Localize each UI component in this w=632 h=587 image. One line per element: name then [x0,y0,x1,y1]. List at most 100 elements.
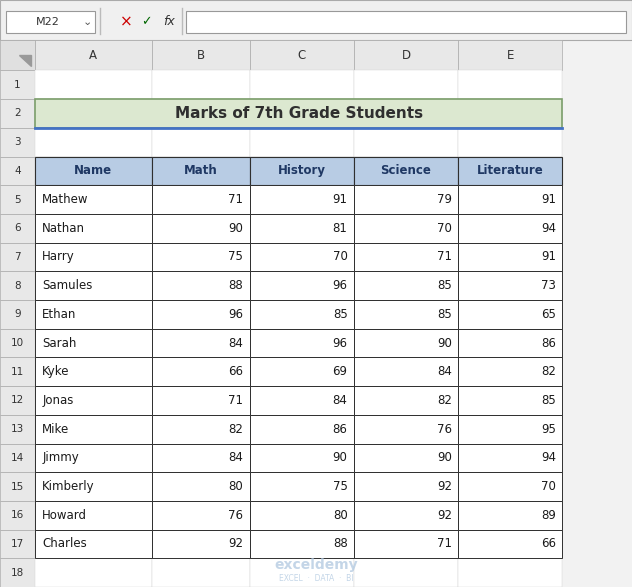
Bar [354,271,458,300]
Text: 84: 84 [332,394,348,407]
Bar [35,128,152,157]
Bar [152,128,250,157]
Bar [35,386,152,415]
Bar [35,357,152,386]
Bar [35,99,152,128]
Bar [152,40,250,70]
Text: 75: 75 [228,251,243,264]
Text: ⌄: ⌄ [83,16,92,27]
Bar [458,415,562,444]
Bar [354,357,458,386]
Bar [458,271,562,300]
Bar [458,329,562,357]
Bar [250,472,354,501]
Bar [354,242,458,271]
Bar [250,242,354,271]
Bar [458,501,562,529]
Bar [354,472,458,501]
Text: 85: 85 [333,308,348,321]
Text: 84: 84 [437,365,452,378]
Bar [250,501,354,529]
Polygon shape [19,55,30,66]
Text: 95: 95 [541,423,556,436]
Text: 92: 92 [437,509,452,522]
Bar [354,99,458,128]
Bar [152,214,250,242]
Bar [35,558,152,587]
Bar [458,300,562,329]
Text: History: History [278,164,325,177]
Bar [35,415,152,444]
Bar [152,472,250,501]
Bar [35,214,152,242]
Bar [250,357,354,386]
Bar [354,444,458,472]
Bar [152,300,250,329]
Bar [35,271,152,300]
Bar [35,185,152,214]
Bar [250,300,354,329]
Bar [0,472,35,501]
Bar [458,157,562,185]
Bar [354,40,458,70]
Text: 91: 91 [541,251,556,264]
Bar [250,415,354,444]
Bar [458,329,562,357]
Text: 73: 73 [541,279,556,292]
Bar [250,300,354,329]
Bar [0,444,35,472]
Bar [250,157,354,185]
Text: 71: 71 [228,193,243,206]
Bar [250,99,354,128]
Text: Literature: Literature [477,164,544,177]
Bar [354,501,458,529]
Bar [354,185,458,214]
FancyBboxPatch shape [6,11,95,33]
Bar [458,185,562,214]
Bar [152,329,250,357]
Text: 70: 70 [437,222,452,235]
Bar [458,529,562,558]
Text: 11: 11 [11,367,24,377]
Bar [152,415,250,444]
Bar [152,99,250,128]
Text: 75: 75 [332,480,348,493]
Text: Math: Math [184,164,217,177]
Text: 90: 90 [332,451,348,464]
Text: 76: 76 [228,509,243,522]
Bar [354,300,458,329]
FancyBboxPatch shape [186,11,626,33]
Text: 80: 80 [229,480,243,493]
Bar [0,386,35,415]
Text: 91: 91 [541,193,556,206]
Text: exceldemy: exceldemy [274,558,358,572]
Bar [0,0,632,40]
Text: 82: 82 [541,365,556,378]
Bar [250,415,354,444]
Bar [354,529,458,558]
Text: 92: 92 [437,480,452,493]
Bar [35,300,152,329]
Text: 65: 65 [541,308,556,321]
Text: D: D [401,49,411,62]
Text: Harry: Harry [42,251,75,264]
Text: 82: 82 [228,423,243,436]
Bar [354,128,458,157]
Text: fx: fx [164,15,175,28]
Text: 86: 86 [541,336,556,350]
Text: 71: 71 [437,251,452,264]
Text: 12: 12 [11,396,24,406]
Text: Kyke: Kyke [42,365,70,378]
Bar [354,157,458,185]
Bar [35,271,152,300]
Text: Science: Science [380,164,432,177]
Bar [0,128,35,157]
Bar [0,300,35,329]
Text: 8: 8 [14,281,21,291]
Text: 10: 10 [11,338,24,348]
Bar [250,242,354,271]
Bar [0,157,35,185]
Bar [0,70,35,99]
Bar [458,357,562,386]
Text: 82: 82 [437,394,452,407]
